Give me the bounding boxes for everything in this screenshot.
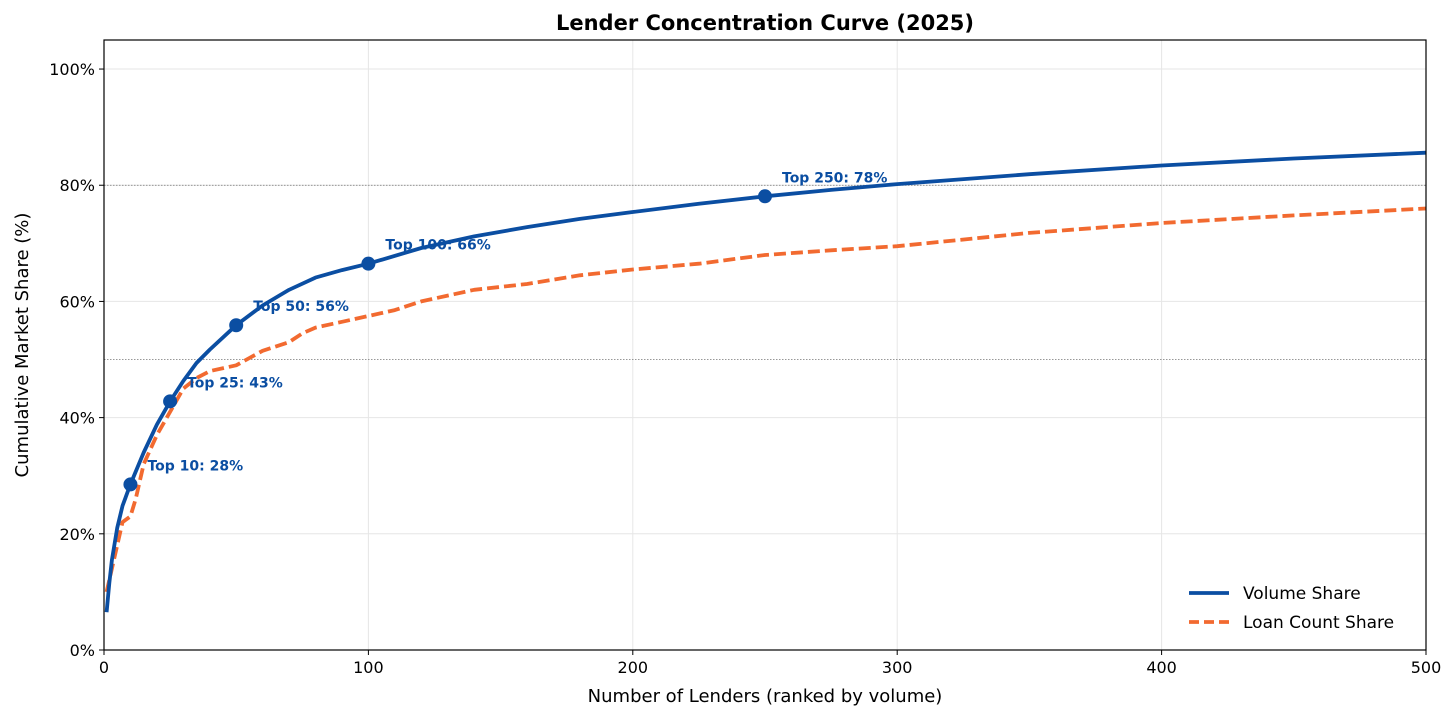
annotation-label: Top 10: 28% [147, 458, 243, 474]
y-tick-label: 0% [70, 641, 95, 660]
y-tick-label: 80% [59, 176, 95, 195]
y-tick-label: 100% [49, 60, 95, 79]
annotation-marker [758, 189, 772, 204]
x-tick-label: 400 [1146, 658, 1177, 677]
x-tick-label: 300 [882, 658, 913, 677]
y-axis-label: Cumulative Market Share (%) [12, 213, 33, 478]
reference-lines [104, 184, 1426, 360]
annotation-label: Top 100: 66% [385, 238, 490, 254]
y-tick-label: 40% [59, 409, 95, 428]
annotation-label: Top 250: 78% [782, 170, 887, 186]
x-tick-label: 500 [1411, 658, 1442, 677]
legend-label: Loan Count Share [1243, 613, 1394, 633]
annotation-marker [361, 256, 376, 271]
annotation-marker [229, 318, 244, 333]
volume-share-line [104, 150, 1427, 613]
loan-count-share-line [104, 206, 1427, 593]
series-lines [104, 150, 1427, 613]
legend: Volume Share Loan Count Share [1189, 584, 1394, 633]
annotations: Top 10: 28% Top 25: 43% Top 50: 56% Top 100… [123, 170, 887, 492]
chart-title: Lender Concentration Curve (2025) [556, 11, 974, 35]
x-axis-ticks: 0 100 200 300 400 500 [99, 650, 1441, 677]
x-axis-label: Number of Lenders (ranked by volume) [588, 686, 943, 707]
x-tick-label: 100 [353, 658, 384, 677]
annotation-marker [163, 394, 178, 409]
legend-label: Volume Share [1243, 584, 1361, 604]
annotation-label: Top 25: 43% [187, 375, 283, 391]
gridlines [103, 40, 1427, 651]
plot-frame [103, 39, 1427, 651]
annotation-label: Top 50: 56% [253, 299, 349, 315]
x-tick-label: 0 [99, 658, 109, 677]
y-tick-label: 20% [59, 525, 95, 544]
y-tick-label: 60% [59, 292, 95, 311]
annotation-marker [123, 477, 138, 492]
y-axis-ticks: 0% 20% 40% 60% 80% 100% [49, 60, 104, 660]
x-tick-label: 200 [618, 658, 649, 677]
